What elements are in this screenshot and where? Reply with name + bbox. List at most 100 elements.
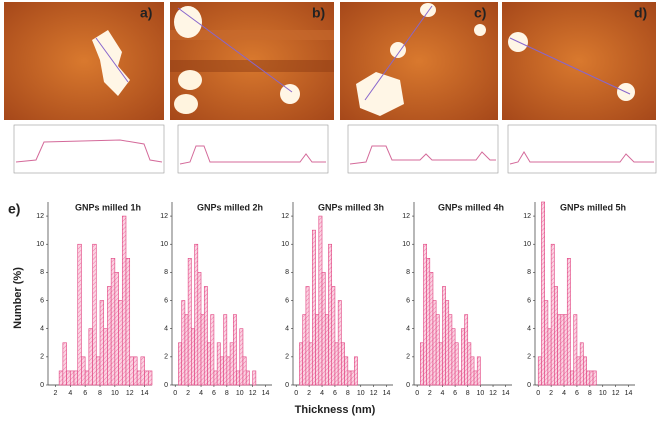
histogram-bar bbox=[547, 328, 552, 386]
histogram-bar bbox=[236, 370, 241, 386]
histogram-bar bbox=[350, 370, 355, 386]
histogram-bar bbox=[216, 342, 221, 386]
y-tick-label: 0 bbox=[40, 382, 44, 389]
y-tick-label: 4 bbox=[527, 326, 531, 333]
histogram-bar bbox=[321, 272, 326, 386]
histogram-bar bbox=[312, 229, 316, 386]
histogram-bar bbox=[557, 314, 562, 386]
y-tick-label: 0 bbox=[285, 382, 289, 389]
histogram-bar bbox=[334, 342, 339, 386]
histogram-bar bbox=[461, 328, 465, 386]
histogram-bar bbox=[197, 272, 202, 386]
histogram-bar bbox=[541, 201, 545, 386]
y-tick-label: 10 bbox=[160, 241, 168, 248]
histogram-bar bbox=[464, 314, 469, 386]
y-tick-label: 8 bbox=[40, 269, 44, 276]
histogram-bar bbox=[239, 328, 244, 386]
x-tick-label: 4 bbox=[320, 390, 324, 397]
histogram-bar bbox=[432, 300, 437, 386]
histogram-bar bbox=[560, 314, 565, 386]
x-tick-label: 6 bbox=[83, 390, 87, 397]
histogram-bar bbox=[114, 272, 119, 386]
histogram-bar bbox=[435, 314, 440, 386]
histogram-bar bbox=[315, 314, 320, 386]
chart-title: GNPs milled 1h bbox=[75, 202, 141, 212]
x-tick-label: 14 bbox=[383, 390, 391, 397]
x-tick-label: 8 bbox=[98, 390, 102, 397]
histogram-bar bbox=[476, 356, 481, 386]
x-tick-label: 4 bbox=[68, 390, 72, 397]
y-tick-label: 2 bbox=[527, 354, 531, 361]
histogram-bar bbox=[99, 300, 105, 386]
histogram-bar bbox=[178, 342, 182, 386]
x-tick-label: 2 bbox=[53, 390, 57, 397]
histogram-bar bbox=[210, 314, 215, 386]
histogram-bar bbox=[554, 286, 558, 386]
x-tick-label: 6 bbox=[212, 390, 216, 397]
x-tick-label: 14 bbox=[262, 390, 270, 397]
y-tick-label: 6 bbox=[40, 297, 44, 304]
histogram-bar bbox=[88, 328, 93, 386]
histogram-bar bbox=[129, 356, 134, 386]
y-tick-label: 2 bbox=[406, 354, 410, 361]
x-tick-label: 0 bbox=[536, 390, 540, 397]
x-tick-label: 2 bbox=[307, 390, 311, 397]
histogram-bar bbox=[136, 370, 142, 386]
histogram-bar bbox=[583, 356, 587, 386]
y-tick-label: 6 bbox=[164, 297, 168, 304]
histogram-bar bbox=[563, 314, 568, 386]
histogram-bar bbox=[203, 286, 208, 386]
histogram-bar bbox=[570, 370, 575, 386]
histogram-bar bbox=[69, 370, 75, 386]
histogram-bar bbox=[470, 356, 475, 386]
y-tick-label: 12 bbox=[281, 213, 289, 220]
x-tick-label: 8 bbox=[225, 390, 229, 397]
histogram-bar bbox=[184, 314, 189, 386]
histogram-bar bbox=[445, 300, 450, 386]
y-tick-label: 12 bbox=[523, 213, 531, 220]
y-tick-label: 2 bbox=[285, 354, 289, 361]
histogram-bar bbox=[245, 370, 250, 386]
histogram-bar bbox=[220, 356, 224, 386]
histogram-bar bbox=[77, 243, 82, 386]
x-tick-label: 2 bbox=[186, 390, 190, 397]
histogram-bar bbox=[187, 258, 192, 386]
x-tick-label: 0 bbox=[415, 390, 419, 397]
y-tick-label: 6 bbox=[527, 297, 531, 304]
y-tick-label: 6 bbox=[406, 297, 410, 304]
y-tick-label: 8 bbox=[164, 269, 168, 276]
histogram-bar bbox=[467, 342, 472, 386]
histogram-bar bbox=[226, 356, 231, 386]
x-tick-label: 4 bbox=[440, 390, 444, 397]
chart-title: GNPs milled 3h bbox=[318, 202, 384, 212]
y-tick-label: 2 bbox=[164, 354, 168, 361]
histogram-bar bbox=[576, 356, 581, 386]
y-tick-label: 8 bbox=[285, 269, 289, 276]
histogram-bar bbox=[550, 243, 555, 386]
histogram-bar bbox=[331, 286, 336, 386]
y-tick-label: 12 bbox=[160, 213, 168, 220]
histogram-bar bbox=[347, 370, 352, 386]
y-tick-label: 2 bbox=[40, 354, 44, 361]
y-tick-label: 0 bbox=[527, 382, 531, 389]
x-tick-label: 12 bbox=[489, 390, 497, 397]
histogram-bar bbox=[181, 300, 186, 386]
x-tick-label: 14 bbox=[141, 390, 149, 397]
histogram-bar bbox=[213, 370, 218, 386]
histogram-bar bbox=[125, 258, 131, 386]
histogram-bar bbox=[84, 370, 90, 386]
y-tick-label: 4 bbox=[164, 326, 168, 333]
x-tick-label: 4 bbox=[562, 390, 566, 397]
y-tick-label: 10 bbox=[36, 241, 44, 248]
histogram-bar bbox=[252, 370, 257, 386]
histogram-bar bbox=[337, 300, 342, 386]
histogram-bar bbox=[103, 328, 108, 386]
x-tick-label: 4 bbox=[199, 390, 203, 397]
histogram-bar bbox=[579, 342, 584, 386]
histogram-bar bbox=[420, 342, 424, 386]
histogram-bar bbox=[66, 370, 71, 386]
histogram-bar bbox=[328, 243, 333, 386]
y-tick-label: 6 bbox=[285, 297, 289, 304]
histogram-bar bbox=[454, 342, 459, 386]
